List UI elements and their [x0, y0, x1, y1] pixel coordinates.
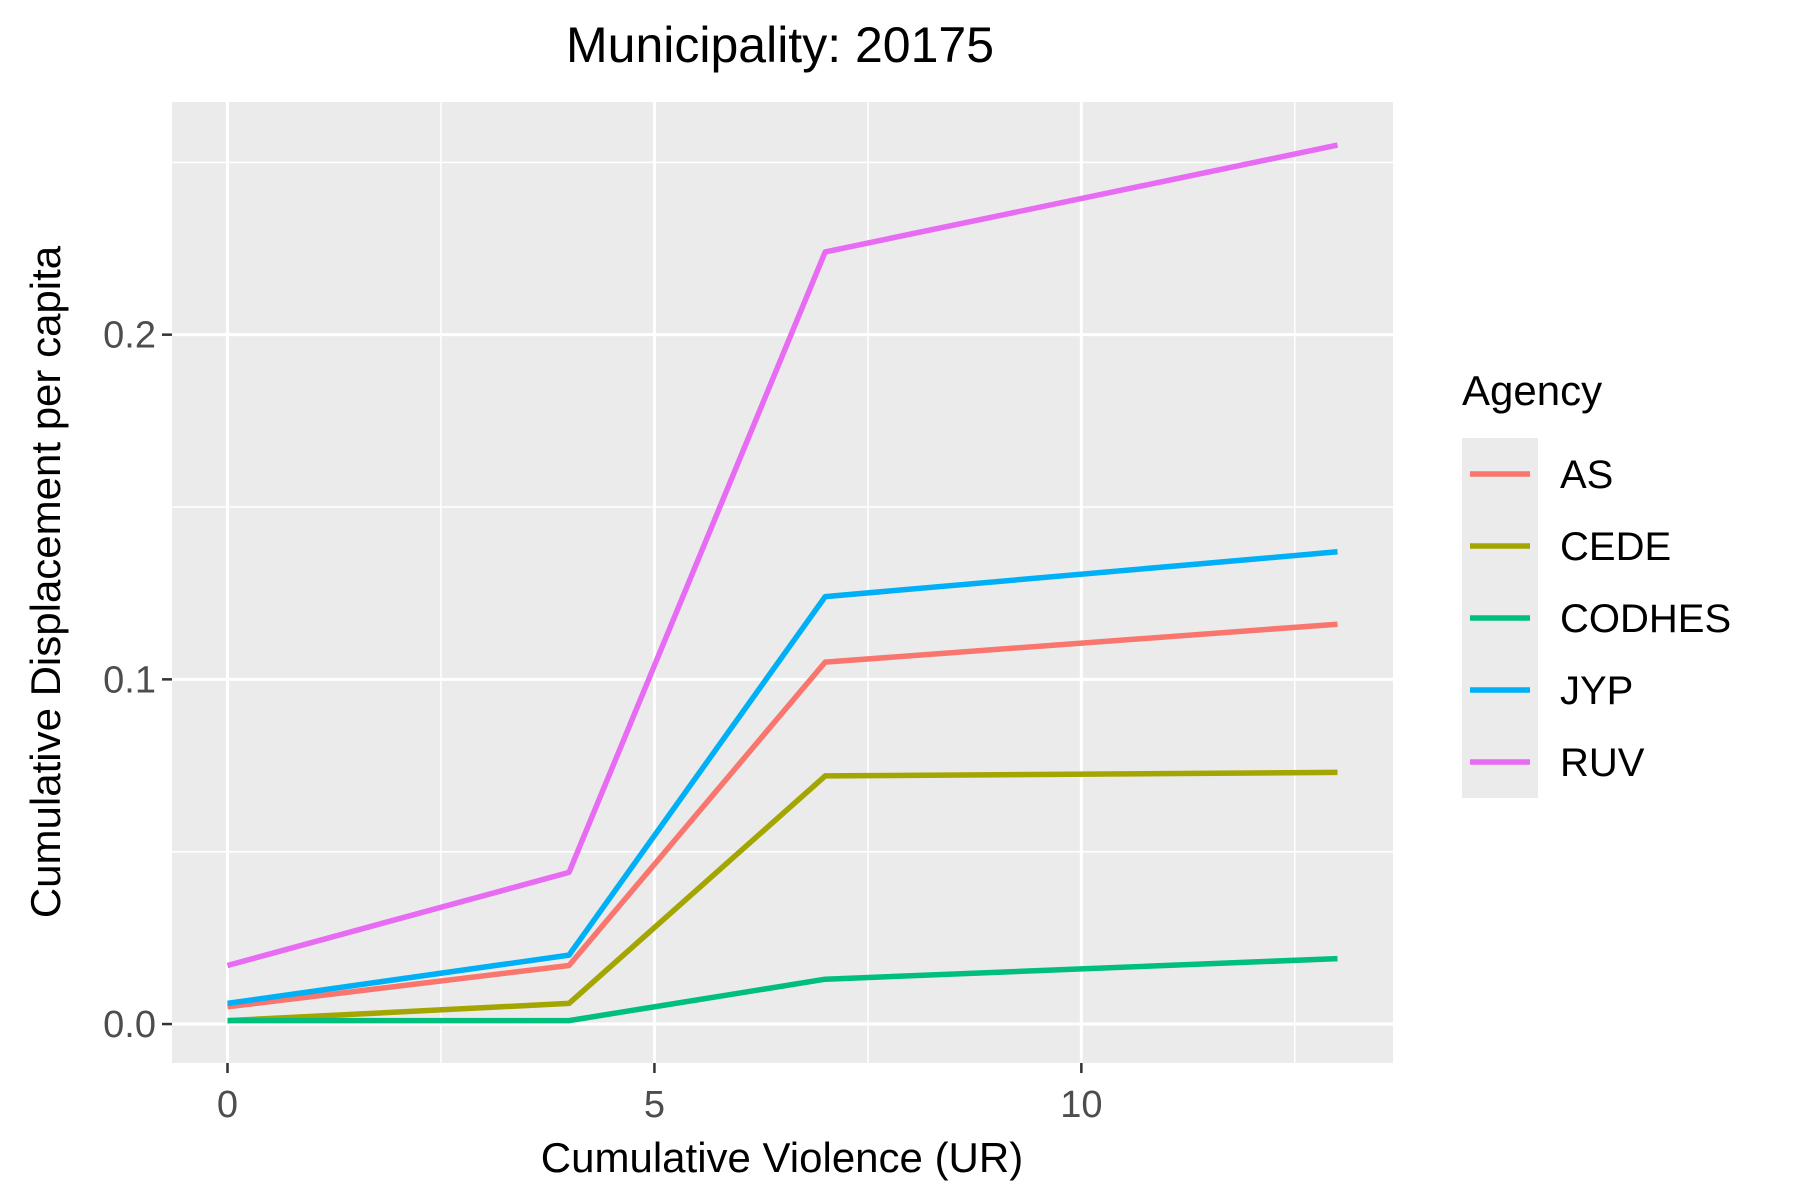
- x-tick-label: 10: [1060, 1084, 1102, 1126]
- legend-label-codhes: CODHES: [1560, 597, 1731, 641]
- series-line-cede: [227, 769, 1338, 1024]
- legend-label-cede: CEDE: [1560, 525, 1671, 569]
- series-line-ruv: [226, 142, 1339, 969]
- chart-title: Municipality: 20175: [566, 17, 994, 73]
- legend-items: AS CEDE CODHES JYP RUV: [1462, 438, 1731, 798]
- y-tick-label: 0.2: [103, 315, 156, 357]
- y-tick-label: 0.1: [103, 659, 156, 701]
- series-line-as: [227, 621, 1338, 1010]
- x-tick-label: 0: [217, 1084, 238, 1126]
- y-axis-title: Cumulative Displacement per capita: [22, 245, 69, 918]
- x-tick-labels: 0 5 10: [217, 1084, 1103, 1126]
- legend-label-jyp: JYP: [1560, 669, 1633, 713]
- series-line-codhes: [227, 955, 1338, 1024]
- y-tick-label: 0.0: [103, 1004, 156, 1046]
- minor-gridlines: [172, 102, 1393, 1063]
- series-line-jyp: [227, 549, 1338, 1007]
- legend-title: Agency: [1462, 367, 1602, 414]
- x-axis-title: Cumulative Violence (UR): [541, 1134, 1023, 1181]
- legend: Agency AS CEDE CODHES JYP RUV: [1462, 367, 1731, 798]
- axis-ticks: [162, 333, 1083, 1073]
- y-tick-labels: 0.0 0.1 0.2: [103, 315, 156, 1046]
- legend-label-as: AS: [1560, 453, 1613, 497]
- x-tick-label: 5: [644, 1084, 665, 1126]
- legend-label-ruv: RUV: [1560, 741, 1645, 785]
- series-lines: [226, 142, 1339, 1024]
- major-gridlines: [172, 102, 1393, 1063]
- plot-panel: [172, 102, 1393, 1063]
